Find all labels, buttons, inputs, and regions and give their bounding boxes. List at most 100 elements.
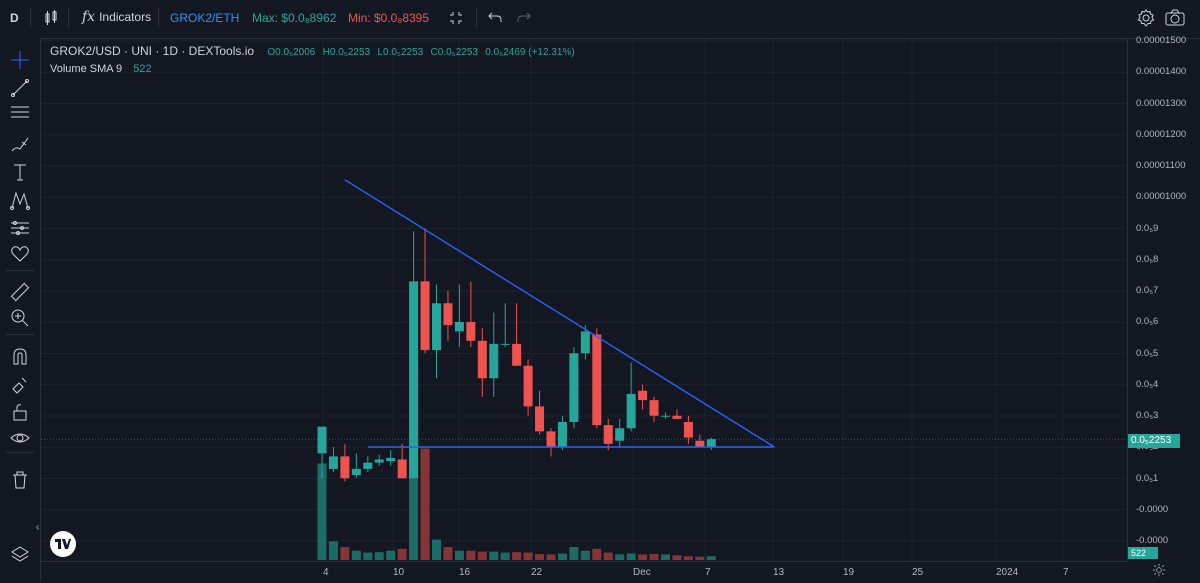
candle-body: [328, 456, 338, 469]
redo-icon[interactable]: [517, 11, 531, 26]
volume-bar: [603, 552, 613, 560]
indicators-button[interactable]: fx Indicators: [82, 9, 151, 25]
zoom-in-icon[interactable]: [8, 306, 32, 330]
candle-body: [363, 462, 373, 469]
camera-icon[interactable]: [1165, 9, 1185, 30]
time-tick-label: 22: [531, 567, 543, 578]
horizontal-lines-icon[interactable]: [8, 100, 32, 124]
candle-body: [672, 415, 682, 419]
fx-icon: fx: [82, 9, 96, 25]
chart-pane[interactable]: [41, 38, 1126, 561]
price-tick-label: -0.0000: [1136, 503, 1169, 515]
candle-body: [500, 343, 510, 345]
volume-bar: [580, 550, 590, 560]
volume-bar: [523, 552, 533, 560]
volume-value: 522: [133, 63, 152, 75]
time-tick-label: 16: [459, 567, 471, 578]
time-tick-label: 4: [323, 567, 329, 578]
price-tick-label: 0.00001100: [1136, 160, 1186, 171]
layers-icon[interactable]: [8, 543, 32, 567]
ruler-icon[interactable]: [8, 280, 32, 304]
price-tick-label: 0.0₅4: [1136, 378, 1159, 390]
pair-button[interactable]: GROK2/ETH: [170, 11, 240, 25]
volume-bar: [443, 547, 453, 560]
candle-body: [512, 343, 522, 366]
price-tick-label: 0.0₅5: [1136, 347, 1159, 359]
candle-body: [661, 415, 670, 417]
candle-type-icon[interactable]: [44, 10, 58, 29]
chart-legend: GROK2/USD · UNI · 1D · DEXTools.io O0.0₅…: [50, 44, 575, 58]
volume-bar: [649, 554, 659, 560]
volume-bar: [546, 554, 556, 560]
undo-icon[interactable]: [488, 11, 502, 26]
candle-body: [432, 303, 441, 351]
candle-body: [523, 365, 533, 407]
candle-body: [420, 281, 430, 351]
candle-body: [443, 303, 453, 326]
price-tick-label: 0.00001500: [1136, 35, 1187, 46]
heart-icon[interactable]: [8, 242, 32, 266]
text-icon[interactable]: [8, 160, 32, 184]
settings-gear-icon[interactable]: [1137, 9, 1155, 30]
indicators-label: Indicators: [99, 10, 152, 24]
chart-title: GROK2/USD · UNI · 1D · DEXTools.io: [50, 44, 255, 58]
volume-bar: [626, 553, 636, 560]
volume-bar: [477, 551, 487, 560]
trendline: [344, 179, 775, 448]
candle-body: [374, 459, 384, 463]
price-axis[interactable]: 0.00001500 0.00001400 0.00001300 0.00001200…: [1127, 35, 1200, 561]
candle-body: [489, 343, 499, 379]
candle-body: [397, 459, 407, 479]
volume-bar: [672, 555, 682, 560]
candle-body: [638, 390, 648, 401]
lock-icon[interactable]: [8, 400, 32, 424]
time-axis[interactable]: 4 10 16 22 Dec 7 13 19 25 2024 7: [41, 561, 1127, 583]
candle-body: [649, 400, 659, 416]
lock-drawing-icon[interactable]: [8, 372, 32, 396]
tradingview-logo[interactable]: [50, 531, 76, 557]
axis-settings-icon[interactable]: [1152, 563, 1166, 582]
ohlc-change: 0.0₆2469 (+12.31%): [485, 47, 575, 58]
volume-bar: [615, 554, 625, 560]
time-tick-label: 13: [773, 567, 785, 578]
volume-bar: [340, 547, 350, 560]
volume-bar: [328, 541, 338, 560]
candle-body: [706, 439, 716, 447]
price-tick-label: -0.0000: [1136, 535, 1169, 546]
prediction-icon[interactable]: [8, 216, 32, 240]
fullscreen-icon[interactable]: [449, 11, 463, 28]
brush-icon[interactable]: [8, 132, 32, 156]
candle-body: [386, 457, 396, 462]
eye-icon[interactable]: [8, 426, 32, 450]
volume-bar: [489, 551, 499, 560]
collapse-arrow-icon[interactable]: ‹: [36, 522, 40, 533]
price-tick-label: 0.00001000: [1136, 191, 1187, 203]
candle-body: [695, 440, 705, 447]
volume-bar: [386, 550, 396, 560]
candle-body: [580, 331, 590, 354]
volume-bar: [432, 539, 441, 560]
trendline-icon[interactable]: [8, 76, 32, 100]
drawing-toolbar: [0, 38, 41, 582]
symbol-menu[interactable]: D: [10, 11, 19, 25]
candlestick-chart[interactable]: [41, 38, 1126, 561]
volume-bar: [683, 556, 693, 560]
max-price-label: Max: $0.0₈8962: [252, 11, 337, 25]
volume-bar: [557, 553, 567, 560]
trash-icon[interactable]: [8, 468, 32, 492]
volume-bar: [661, 554, 670, 560]
pattern-icon[interactable]: [8, 188, 32, 212]
volume-bar: [695, 556, 705, 560]
candle-body: [351, 468, 361, 476]
price-tick-label: 0.0₅3: [1136, 410, 1159, 421]
crosshair-icon[interactable]: [8, 48, 32, 72]
volume-bar: [420, 448, 430, 560]
candle-body: [535, 406, 545, 432]
volume-bar: [454, 550, 464, 560]
min-price-label[interactable]: Min: $0.0₈8395: [348, 11, 430, 25]
price-tick-label: 0.0₅1: [1136, 472, 1159, 484]
volume-bar: [397, 548, 407, 560]
magnet-icon[interactable]: [8, 344, 32, 368]
ohlc-high: H0.0₅2253: [322, 47, 371, 58]
time-tick-label: 2024: [996, 567, 1019, 578]
